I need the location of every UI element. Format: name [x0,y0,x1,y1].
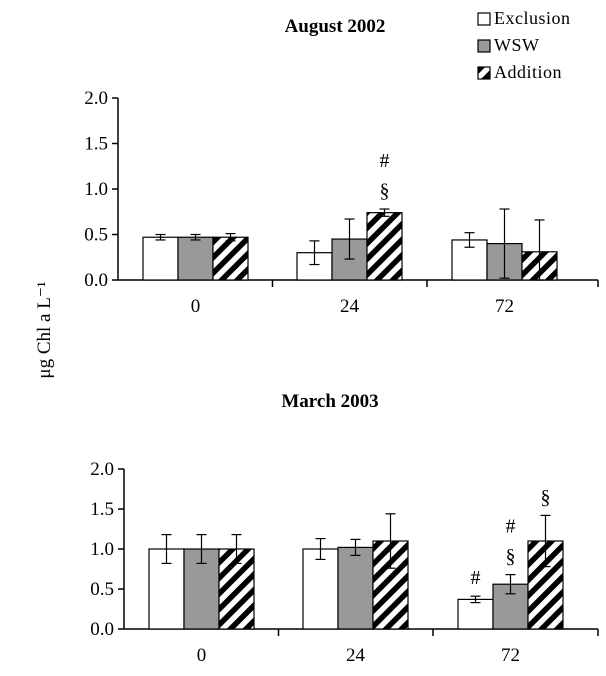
significance-mark: § [506,546,516,568]
x-tick-label: 24 [346,645,366,666]
y-tick-label: 1.5 [90,499,114,520]
bar-exclusion [302,548,339,630]
significance-mark: § [380,180,390,202]
legend-swatch-exclusion [477,12,491,26]
y-tick-label: 0.5 [90,579,114,600]
chart-title-bottom: March 2003 [281,391,378,412]
panel-march-2003: 0.0 0.5 1.0 1.5 2.0 0 24 72 # # § § [90,459,599,666]
y-tick-label: 1.0 [90,539,114,560]
legend-label-addition: Addition [494,62,562,82]
y-tick-label: 2.0 [90,459,114,480]
bar-exclusion [457,598,494,630]
significance-mark: # [506,516,516,538]
y-axis-label: μg Chl a L⁻¹ [34,281,55,378]
x-tick-label: 0 [191,296,201,317]
chart-title-top: August 2002 [285,16,386,37]
y-tick-label: 2.0 [84,88,108,109]
y-tick-label: 1.5 [84,134,108,155]
bar-wsw [337,546,374,630]
x-tick-label: 24 [340,296,360,317]
significance-mark: # [380,150,390,172]
y-tick-label: 0.5 [84,225,108,246]
bar-addition [212,236,249,281]
x-tick-label: 72 [501,645,520,666]
significance-mark: # [471,567,481,589]
legend-swatch-addition [477,66,491,80]
bar-addition [366,212,403,281]
x-tick-label: 0 [197,645,207,666]
panel-august-2002: 0.0 0.5 1.0 1.5 2.0 0 24 72 # § [84,88,599,317]
bar-wsw [177,236,214,281]
legend-label-exclusion: Exclusion [494,8,571,28]
x-tick-label: 72 [495,296,514,317]
y-tick-label: 0.0 [90,619,114,640]
y-tick-label: 1.0 [84,179,108,200]
legend: Exclusion WSW Addition [477,8,571,82]
legend-swatch-wsw [477,39,491,53]
bar-exclusion [142,236,179,281]
legend-label-wsw: WSW [494,35,540,55]
significance-mark: § [541,486,551,508]
y-tick-label: 0.0 [84,270,108,291]
